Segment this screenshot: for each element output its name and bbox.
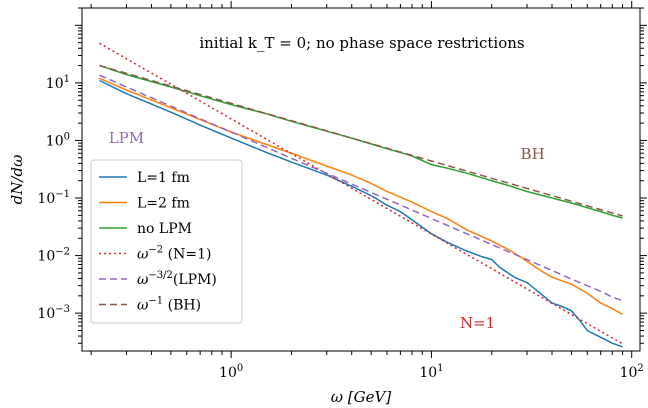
y-tick-label-base: 10	[37, 191, 55, 207]
x-tick-label-base: 10	[419, 365, 437, 381]
legend-label-exponent: −3/2	[148, 270, 172, 281]
x-tick-label-base: 10	[620, 365, 638, 381]
y-tick-label-exponent: −1	[55, 189, 70, 200]
x-tick-label-exponent: 2	[637, 363, 643, 374]
legend-label-exponent: −1	[148, 296, 163, 307]
y-tick-label-exponent: −2	[55, 247, 70, 258]
y-tick-label-exponent: 1	[64, 74, 70, 85]
legend-label-text: ω	[137, 247, 149, 263]
annotation-n-1: N=1	[460, 314, 495, 332]
legend-box	[90, 159, 243, 324]
legend-label-3-2-lpm: ω−3/2(LPM)	[137, 270, 217, 288]
legend-label-2-n-1: ω−2 (N=1)	[137, 245, 211, 263]
series-line-2-n-1	[99, 42, 623, 345]
legend-label-suffix: (N=1)	[163, 247, 211, 263]
y-tick-label: 101	[46, 74, 70, 92]
legend-label-l-2-fm: L=2 fm	[137, 196, 190, 212]
annotations: initial k_T = 0; no phase space restrict…	[109, 34, 545, 332]
axis-ticks	[75, 1, 647, 358]
y-tick-label: 100	[46, 131, 70, 149]
y-tick-label-exponent: −3	[55, 304, 70, 315]
legend-label-text: ω	[137, 298, 149, 314]
x-tick-label-exponent: 1	[437, 363, 443, 374]
legend-label-no-lpm: no LPM	[137, 221, 192, 237]
series-line-no-lpm	[99, 64, 623, 219]
legend-label-text: ω	[137, 272, 149, 288]
y-tick-label: 10−2	[37, 247, 70, 265]
x-tick-label-base: 10	[219, 365, 237, 381]
legend-label-suffix: (BH)	[163, 298, 201, 314]
legend-label-text: no LPM	[137, 221, 192, 237]
y-tick-label: 10−1	[37, 189, 70, 207]
series-line-1-bh	[99, 64, 623, 217]
y-tick-label-base: 10	[37, 249, 55, 265]
legend-label-l-1-fm: L=1 fm	[137, 170, 190, 186]
legend-label-1-bh: ω−1 (BH)	[137, 296, 201, 314]
y-tick-label-exponent: 0	[64, 131, 70, 142]
x-tick-label: 101	[419, 363, 443, 381]
annotation-bh: BH	[521, 145, 545, 163]
legend-label-text: L=2 fm	[137, 196, 190, 212]
y-tick-label-base: 10	[46, 133, 64, 149]
plot-frame	[81, 7, 641, 352]
legend-label-text: L=1 fm	[137, 170, 190, 186]
annotation-initial-k-t-0-no-phase-space-restrictions: initial k_T = 0; no phase space restrict…	[199, 34, 524, 52]
y-tick-label-base: 10	[46, 76, 64, 92]
x-tick-label: 100	[219, 363, 243, 381]
annotation-lpm: LPM	[109, 129, 144, 147]
x-axis-label: ω [GeV]	[331, 388, 392, 406]
y-axis-label: dN/dω	[8, 155, 26, 205]
legend-label-suffix: (LPM)	[173, 272, 217, 288]
x-tick-label: 102	[620, 363, 644, 381]
legend-label-exponent: −2	[148, 245, 163, 256]
y-tick-label-base: 10	[37, 306, 55, 322]
x-tick-label-exponent: 0	[237, 363, 243, 374]
y-tick-label: 10−3	[37, 304, 70, 322]
series-line-l-1-fm	[99, 79, 623, 348]
series-lines	[99, 42, 623, 348]
